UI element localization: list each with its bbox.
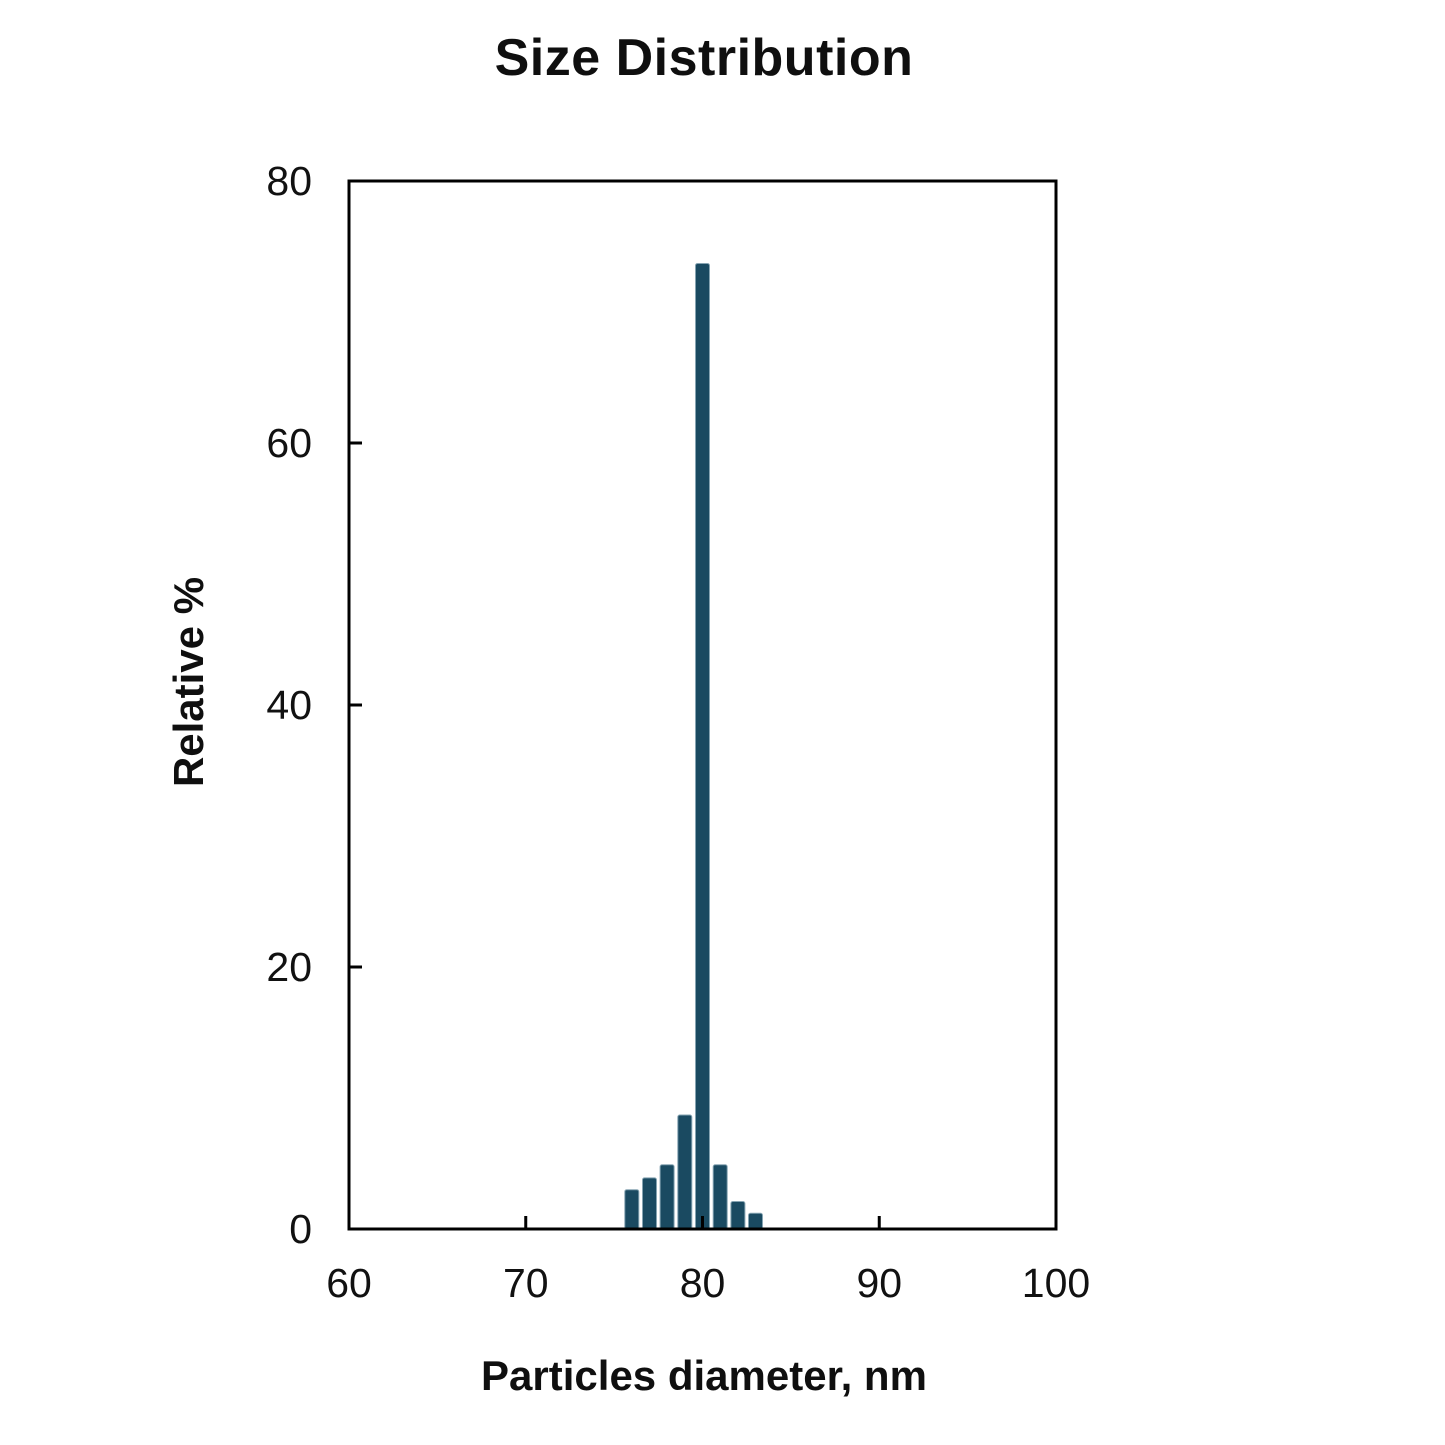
y-tick-label: 0 bbox=[289, 1206, 312, 1252]
bar bbox=[624, 1189, 640, 1230]
bar bbox=[659, 1164, 675, 1230]
y-tick-label: 40 bbox=[266, 682, 312, 728]
x-tick-label: 70 bbox=[503, 1260, 549, 1306]
bar bbox=[748, 1212, 763, 1230]
y-tick-label: 60 bbox=[266, 420, 312, 466]
chart-title: Size Distribution bbox=[494, 29, 914, 87]
x-tick-label: 80 bbox=[680, 1260, 726, 1306]
bar bbox=[642, 1177, 657, 1230]
x-tick-label: 100 bbox=[1022, 1260, 1090, 1306]
x-axis-title: Particles diameter, nm bbox=[481, 1352, 927, 1399]
bar bbox=[730, 1201, 746, 1230]
bar bbox=[695, 263, 710, 1230]
bar bbox=[712, 1164, 728, 1230]
y-tick-label: 80 bbox=[266, 158, 312, 204]
y-tick-label: 20 bbox=[266, 944, 312, 990]
x-tick-label: 60 bbox=[326, 1260, 372, 1306]
x-tick-label: 90 bbox=[856, 1260, 902, 1306]
bar bbox=[677, 1114, 693, 1230]
